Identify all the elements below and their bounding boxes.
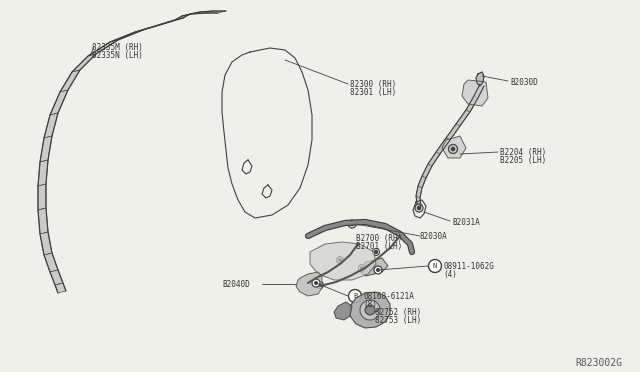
Circle shape <box>360 266 364 269</box>
Circle shape <box>312 279 320 287</box>
Polygon shape <box>38 184 46 210</box>
Polygon shape <box>416 186 422 198</box>
Polygon shape <box>110 30 143 42</box>
Polygon shape <box>38 160 48 186</box>
Polygon shape <box>205 11 226 13</box>
Circle shape <box>374 250 378 253</box>
Polygon shape <box>50 270 63 285</box>
Circle shape <box>349 289 362 302</box>
Text: 08911-1062G: 08911-1062G <box>443 262 494 271</box>
Text: B: B <box>353 293 357 299</box>
Polygon shape <box>182 12 200 16</box>
Text: B2204 (RH): B2204 (RH) <box>500 148 547 157</box>
Text: B2031A: B2031A <box>452 218 480 227</box>
Circle shape <box>417 206 421 210</box>
Circle shape <box>376 268 380 272</box>
Circle shape <box>372 248 380 256</box>
Text: 82030A: 82030A <box>420 232 448 241</box>
Circle shape <box>429 260 442 273</box>
Polygon shape <box>446 124 460 140</box>
Circle shape <box>374 266 382 274</box>
Text: 82753 (LH): 82753 (LH) <box>375 316 421 325</box>
Circle shape <box>319 283 321 286</box>
Polygon shape <box>418 176 426 188</box>
Polygon shape <box>50 90 68 115</box>
Polygon shape <box>40 136 52 162</box>
Polygon shape <box>155 20 176 26</box>
Circle shape <box>317 282 323 289</box>
Circle shape <box>339 259 342 262</box>
Polygon shape <box>442 136 466 158</box>
Polygon shape <box>456 110 470 126</box>
Polygon shape <box>350 292 390 328</box>
Text: B2701 (LH): B2701 (LH) <box>356 242 403 251</box>
Circle shape <box>360 300 380 320</box>
Text: 82301 (LH): 82301 (LH) <box>350 88 396 97</box>
Text: (8): (8) <box>363 300 377 309</box>
Text: B2700 (RH): B2700 (RH) <box>356 234 403 243</box>
Text: 82335N (LH): 82335N (LH) <box>92 51 143 60</box>
Polygon shape <box>416 196 421 206</box>
Text: N: N <box>433 263 437 269</box>
Polygon shape <box>310 242 376 280</box>
Circle shape <box>337 257 344 263</box>
Polygon shape <box>462 80 488 106</box>
Polygon shape <box>476 72 484 86</box>
Polygon shape <box>88 40 118 56</box>
Polygon shape <box>44 113 58 138</box>
Circle shape <box>348 220 356 228</box>
Text: B2205 (LH): B2205 (LH) <box>500 156 547 165</box>
Text: 82300 (RH): 82300 (RH) <box>350 80 396 89</box>
Polygon shape <box>466 96 478 112</box>
Polygon shape <box>55 283 66 293</box>
Polygon shape <box>192 11 213 14</box>
Text: B2040D: B2040D <box>222 280 250 289</box>
Polygon shape <box>175 14 190 20</box>
Circle shape <box>451 147 455 151</box>
Polygon shape <box>358 258 388 276</box>
Polygon shape <box>44 253 58 272</box>
Polygon shape <box>296 272 322 296</box>
Circle shape <box>365 305 375 315</box>
Text: R823002G: R823002G <box>575 358 622 368</box>
Polygon shape <box>40 232 52 255</box>
Text: 82335M (RH): 82335M (RH) <box>92 43 143 52</box>
Text: B2030D: B2030D <box>510 78 538 87</box>
Text: 82752 (RH): 82752 (RH) <box>375 308 421 317</box>
Circle shape <box>314 281 318 285</box>
Polygon shape <box>474 84 484 98</box>
Polygon shape <box>428 152 440 166</box>
Polygon shape <box>422 164 432 178</box>
Polygon shape <box>60 70 80 92</box>
Polygon shape <box>334 302 352 320</box>
Text: 08168-6121A: 08168-6121A <box>363 292 414 301</box>
Circle shape <box>358 264 365 272</box>
Polygon shape <box>436 138 450 154</box>
Polygon shape <box>38 208 48 234</box>
Polygon shape <box>168 18 183 22</box>
Circle shape <box>350 222 354 226</box>
Text: (4): (4) <box>443 270 457 279</box>
Polygon shape <box>72 54 96 72</box>
Polygon shape <box>135 24 163 32</box>
